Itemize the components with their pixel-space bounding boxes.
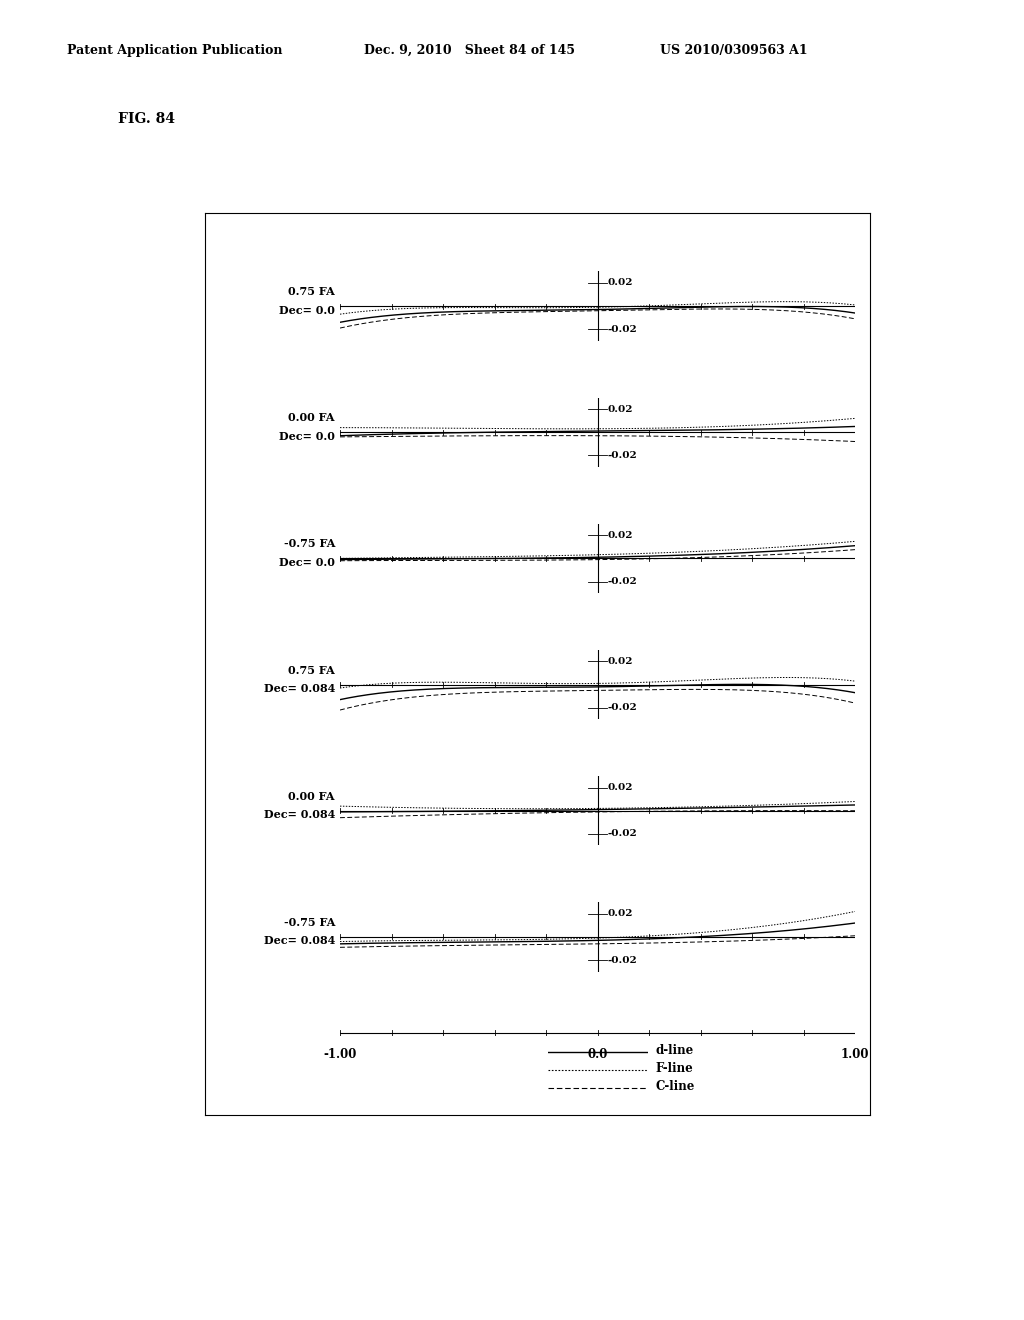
Text: 0.02: 0.02	[608, 783, 633, 792]
Text: -1.00: -1.00	[324, 1048, 356, 1061]
Text: Dec. 9, 2010   Sheet 84 of 145: Dec. 9, 2010 Sheet 84 of 145	[364, 44, 574, 57]
Text: -0.02: -0.02	[608, 956, 638, 965]
Text: 0.00 FA: 0.00 FA	[289, 791, 335, 801]
Text: 0.02: 0.02	[608, 405, 633, 413]
Text: d-line: d-line	[655, 1044, 693, 1056]
Text: Dec= 0.084: Dec= 0.084	[263, 936, 335, 946]
Text: -0.02: -0.02	[608, 325, 638, 334]
Text: FIG. 84: FIG. 84	[118, 112, 175, 127]
Text: -0.02: -0.02	[608, 577, 638, 586]
Text: F-line: F-line	[655, 1061, 693, 1074]
Text: Dec= 0.084: Dec= 0.084	[263, 809, 335, 820]
Text: -0.02: -0.02	[608, 451, 638, 459]
Text: Dec= 0.0: Dec= 0.0	[279, 430, 335, 442]
Text: Dec= 0.084: Dec= 0.084	[263, 682, 335, 694]
Text: 0.02: 0.02	[608, 279, 633, 288]
Text: 0.02: 0.02	[608, 909, 633, 919]
Text: 0.02: 0.02	[608, 531, 633, 540]
Text: -0.02: -0.02	[608, 829, 638, 838]
Text: Dec= 0.0: Dec= 0.0	[279, 305, 335, 315]
Text: 1.00: 1.00	[841, 1048, 869, 1061]
Text: US 2010/0309563 A1: US 2010/0309563 A1	[660, 44, 808, 57]
Text: 0.02: 0.02	[608, 657, 633, 667]
Text: 0.75 FA: 0.75 FA	[288, 286, 335, 297]
Text: Dec= 0.0: Dec= 0.0	[279, 557, 335, 568]
Text: -0.75 FA: -0.75 FA	[284, 917, 335, 928]
Text: 0.75 FA: 0.75 FA	[288, 664, 335, 676]
Text: 0.00 FA: 0.00 FA	[289, 412, 335, 424]
Text: -0.02: -0.02	[608, 704, 638, 713]
Text: C-line: C-line	[655, 1080, 695, 1093]
Text: 0.0: 0.0	[588, 1048, 607, 1061]
Text: -0.75 FA: -0.75 FA	[284, 539, 335, 549]
Text: Patent Application Publication: Patent Application Publication	[67, 44, 282, 57]
